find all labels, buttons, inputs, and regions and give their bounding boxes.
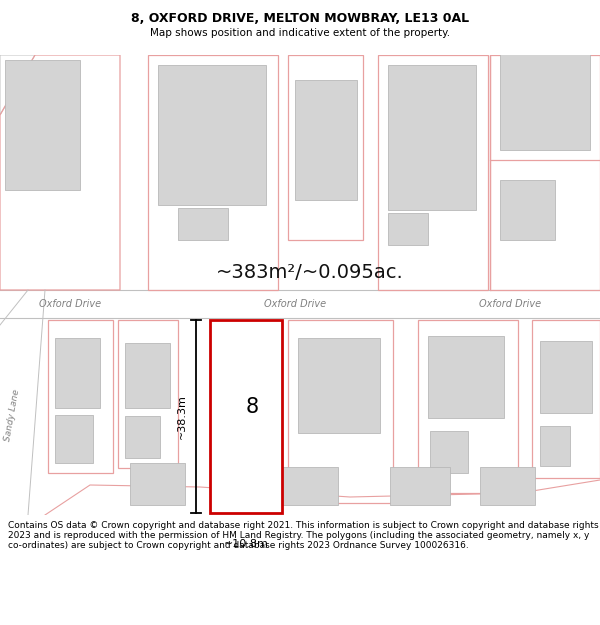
Bar bbox=[158, 65, 266, 205]
Bar bbox=[178, 208, 228, 240]
Bar bbox=[48, 320, 113, 473]
Bar bbox=[388, 213, 428, 245]
Bar bbox=[500, 180, 555, 240]
Bar bbox=[500, 10, 590, 150]
Text: Map shows position and indicative extent of the property.: Map shows position and indicative extent… bbox=[150, 29, 450, 39]
Bar bbox=[540, 426, 570, 466]
Polygon shape bbox=[0, 290, 45, 515]
Bar bbox=[430, 431, 468, 473]
Bar bbox=[148, 55, 278, 290]
Bar bbox=[378, 55, 488, 290]
Text: ~38.3m: ~38.3m bbox=[177, 394, 187, 439]
Text: ~383m²/~0.095ac.: ~383m²/~0.095ac. bbox=[216, 263, 404, 282]
Bar bbox=[532, 320, 600, 478]
Bar bbox=[480, 467, 535, 505]
Bar bbox=[490, 55, 600, 290]
Text: Oxford Drive: Oxford Drive bbox=[264, 299, 326, 309]
Text: 8, OXFORD DRIVE, MELTON MOWBRAY, LE13 0AL: 8, OXFORD DRIVE, MELTON MOWBRAY, LE13 0A… bbox=[131, 12, 469, 25]
Polygon shape bbox=[0, 55, 35, 115]
Bar bbox=[288, 55, 363, 240]
Bar bbox=[130, 463, 185, 505]
Bar bbox=[125, 416, 160, 458]
Bar bbox=[288, 320, 393, 503]
Bar bbox=[125, 343, 170, 408]
Bar bbox=[295, 80, 357, 200]
Bar bbox=[55, 338, 100, 408]
Text: Oxford Drive: Oxford Drive bbox=[479, 299, 541, 309]
Bar bbox=[298, 338, 380, 433]
Bar bbox=[118, 320, 178, 468]
Bar bbox=[390, 467, 450, 505]
Text: Contains OS data © Crown copyright and database right 2021. This information is : Contains OS data © Crown copyright and d… bbox=[8, 521, 599, 550]
Bar bbox=[388, 65, 476, 210]
Bar bbox=[5, 60, 80, 190]
Text: ~10.8m: ~10.8m bbox=[224, 539, 268, 549]
Bar bbox=[0, 290, 600, 318]
Text: Oxford Drive: Oxford Drive bbox=[39, 299, 101, 309]
Bar bbox=[258, 467, 338, 505]
Bar bbox=[418, 320, 518, 493]
Bar bbox=[428, 336, 504, 418]
Text: 8: 8 bbox=[245, 397, 259, 417]
Bar bbox=[540, 341, 592, 413]
Text: Sandy Lane: Sandy Lane bbox=[3, 388, 21, 442]
Bar bbox=[55, 415, 93, 463]
Bar bbox=[210, 320, 282, 513]
